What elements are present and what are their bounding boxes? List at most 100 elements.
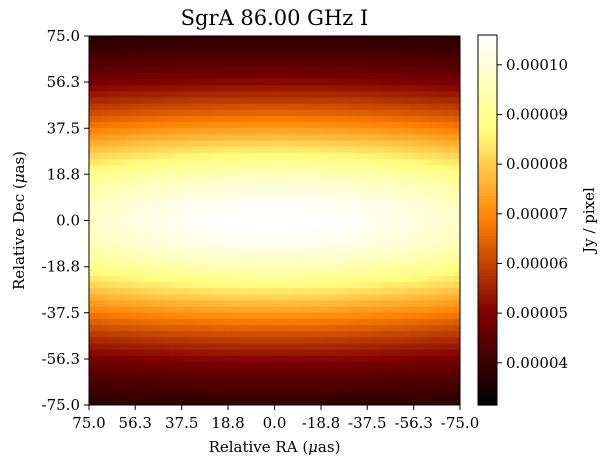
heatmap-cell <box>422 208 430 215</box>
heatmap-cell <box>107 349 115 357</box>
heatmap-cell <box>255 226 263 234</box>
heatmap-cell <box>150 269 158 277</box>
heatmap-cell <box>132 122 140 129</box>
heatmap-cell <box>416 171 424 179</box>
heatmap-cell <box>447 165 455 172</box>
heatmap-cell <box>206 392 214 400</box>
heatmap-cell <box>416 312 424 320</box>
heatmap-cell <box>305 288 313 295</box>
heatmap-cell <box>385 146 393 154</box>
heatmap-cell <box>305 171 313 179</box>
heatmap-cell <box>274 257 282 265</box>
heatmap-cell <box>181 220 189 228</box>
heatmap-cell <box>237 226 245 234</box>
heatmap-cell <box>429 42 436 49</box>
heatmap-cell <box>361 331 368 338</box>
colorbar-step <box>478 90 497 95</box>
heatmap-cell <box>379 128 387 135</box>
heatmap-cell <box>361 306 368 314</box>
heatmap-cell <box>286 48 294 56</box>
heatmap-cell <box>286 195 294 203</box>
heatmap-cell <box>416 109 424 117</box>
heatmap-cell <box>218 386 226 394</box>
heatmap-cell <box>255 128 263 135</box>
heatmap-cell <box>243 42 251 49</box>
heatmap-cell <box>119 159 127 166</box>
heatmap-cell <box>150 288 158 295</box>
heatmap-cell <box>410 159 418 166</box>
heatmap-cell <box>138 257 146 265</box>
heatmap-cell <box>169 232 177 240</box>
heatmap-cell <box>175 306 183 314</box>
heatmap-cell <box>280 288 288 295</box>
heatmap-cell <box>157 306 164 314</box>
heatmap-cell <box>200 122 208 129</box>
heatmap-cell <box>342 152 350 160</box>
heatmap-cell <box>317 312 325 320</box>
heatmap-cell <box>243 146 251 154</box>
heatmap-cell <box>422 85 430 92</box>
heatmap-cell <box>391 368 399 375</box>
heatmap-cell <box>169 368 177 375</box>
heatmap-cell <box>323 269 331 277</box>
heatmap-cell <box>410 97 418 105</box>
heatmap-cell <box>218 238 226 246</box>
heatmap-cell <box>262 85 269 92</box>
heatmap-cell <box>311 368 319 375</box>
heatmap-cell <box>305 208 313 215</box>
heatmap-cell <box>342 140 350 148</box>
heatmap-cell <box>441 42 449 49</box>
heatmap-cell <box>212 392 220 400</box>
heatmap-cell <box>169 355 177 363</box>
heatmap-cell <box>212 282 220 289</box>
heatmap-cell <box>410 226 418 234</box>
heatmap-cell <box>218 392 226 400</box>
heatmap-cell <box>101 306 109 314</box>
heatmap-cell <box>262 42 269 49</box>
heatmap-cell <box>330 202 337 209</box>
heatmap-cell <box>441 331 449 338</box>
heatmap-cell <box>132 312 140 320</box>
heatmap-cell <box>330 269 337 277</box>
heatmap-cell <box>194 245 201 252</box>
heatmap-cell <box>107 300 115 308</box>
heatmap-cell <box>218 306 226 314</box>
heatmap-cell <box>416 42 424 49</box>
heatmap-cell <box>194 275 201 283</box>
heatmap-cell <box>194 42 201 49</box>
heatmap-cell <box>126 220 133 228</box>
heatmap-cell <box>367 122 375 129</box>
heatmap-cell <box>187 48 195 56</box>
heatmap-cell <box>194 79 201 86</box>
heatmap-cell <box>231 380 238 388</box>
heatmap-cell <box>218 251 226 258</box>
heatmap-cell <box>150 392 158 400</box>
heatmap-cell <box>157 380 164 388</box>
heatmap-cell <box>280 128 288 135</box>
heatmap-cell <box>391 66 399 74</box>
heatmap-cell <box>416 208 424 215</box>
heatmap-cell <box>249 115 257 123</box>
heatmap-cell <box>323 159 331 166</box>
heatmap-cell <box>435 337 443 345</box>
heatmap-cell <box>354 325 362 332</box>
heatmap-cell <box>194 263 201 271</box>
heatmap-cell <box>243 331 251 338</box>
heatmap-cell <box>89 318 96 326</box>
heatmap-cell <box>435 66 443 74</box>
heatmap-cell <box>249 214 257 222</box>
x-tick-label: 37.5 <box>165 414 198 432</box>
heatmap-cell <box>163 115 170 123</box>
heatmap-cell <box>404 269 412 277</box>
heatmap-cell <box>274 392 282 400</box>
heatmap-cell <box>206 109 214 117</box>
heatmap-cell <box>126 208 133 215</box>
heatmap-cell <box>194 226 201 234</box>
heatmap-cell <box>342 251 350 258</box>
heatmap-cell <box>119 152 127 160</box>
heatmap-cell <box>330 318 337 326</box>
heatmap-cell <box>441 251 449 258</box>
heatmap-cell <box>175 214 183 222</box>
heatmap-cell <box>157 91 164 99</box>
heatmap-cell <box>441 355 449 363</box>
